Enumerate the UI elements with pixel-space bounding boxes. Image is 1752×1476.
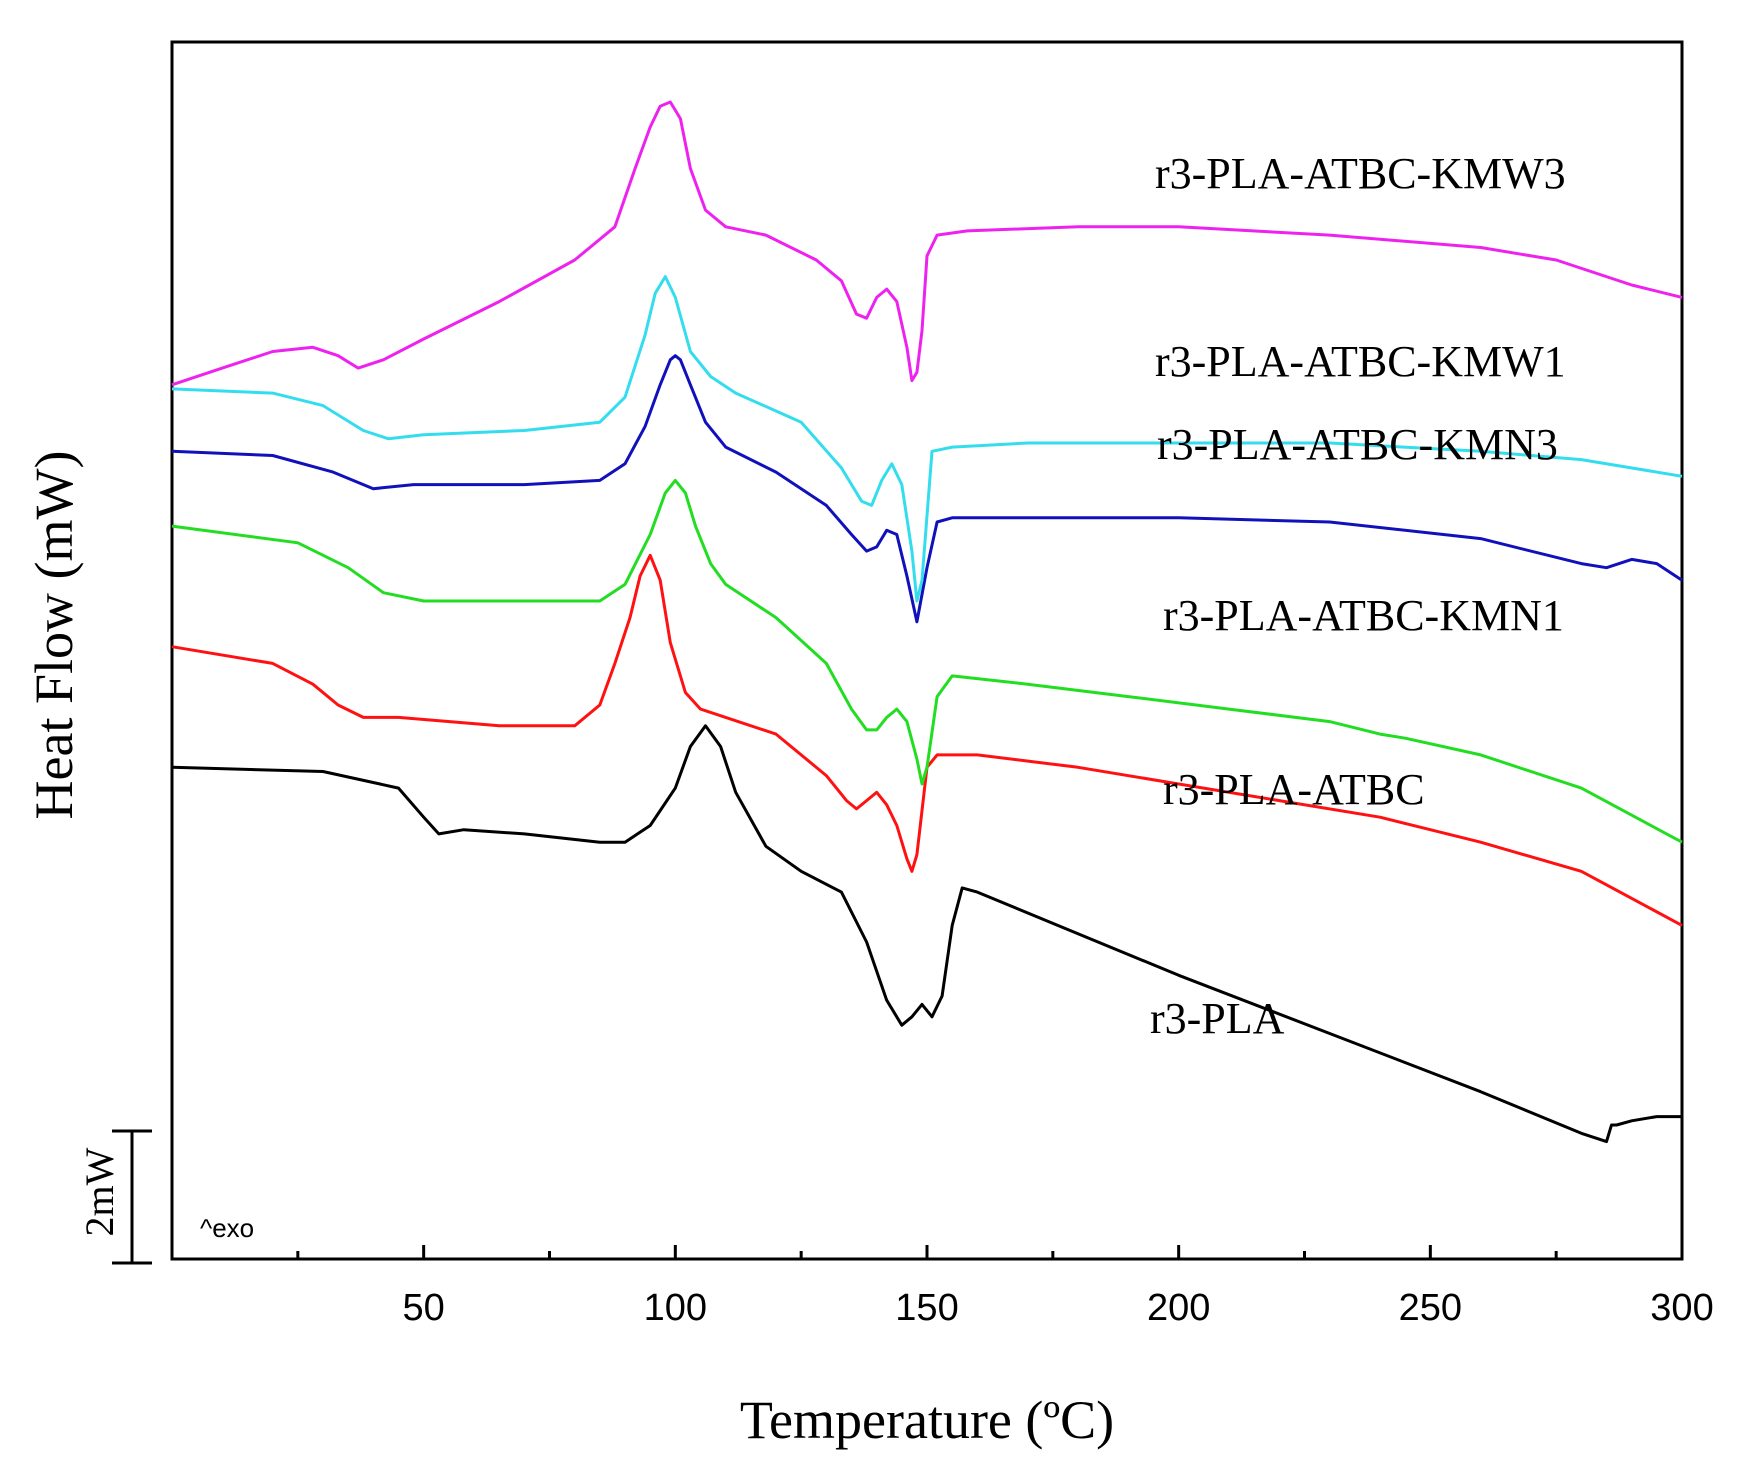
curve-r3-pla-atbc-kmn3 [171, 354, 1683, 624]
curve-label-r3-pla: r3-PLA [1150, 994, 1285, 1043]
curve-r3-pla-atbc-kmw3 [171, 100, 1683, 387]
scale-bar-label: 2mW [77, 1147, 122, 1236]
x-tick-label-200: 200 [1147, 1287, 1210, 1329]
exo-label: ^exo [200, 1213, 254, 1243]
x-tick-label-250: 250 [1399, 1287, 1462, 1329]
plot-frame [170, 40, 1684, 1261]
curve-r3-pla-atbc-kmw1 [171, 275, 1683, 603]
x-tick-label-150: 150 [895, 1287, 958, 1329]
x-tick-label-100: 100 [644, 1287, 707, 1329]
curve-label-r3-pla-atbc-kmw3: r3-PLA-ATBC-KMW3 [1155, 149, 1566, 198]
x-axis-label: Temperature (ºC) [740, 1390, 1114, 1450]
curve-r3-pla-atbc-kmn1 [171, 478, 1683, 844]
x-ticks-group: 50 100 150 200 250 300 [296, 1245, 1714, 1329]
curve-r3-pla-atbc [171, 553, 1683, 927]
x-tick-label-300: 300 [1650, 1287, 1713, 1329]
legend-group: r3-PLA r3-PLA-ATBC r3-PLA-ATBC-KMN1 r3-PLA-… [1150, 149, 1566, 1043]
curve-label-r3-pla-atbc-kmn1: r3-PLA-ATBC-KMN1 [1163, 591, 1564, 640]
curve-label-r3-pla-atbc-kmn3: r3-PLA-ATBC-KMN3 [1157, 420, 1558, 469]
curves-group [171, 100, 1683, 1144]
scale-bar: 2mW [77, 1129, 152, 1265]
y-axis-label: Heat Flow (mW) [24, 451, 84, 820]
x-tick-label-50: 50 [403, 1287, 445, 1329]
curve-label-r3-pla-atbc: r3-PLA-ATBC [1163, 765, 1425, 814]
curve-label-r3-pla-atbc-kmw1: r3-PLA-ATBC-KMW1 [1155, 337, 1566, 386]
curve-r3-pla [171, 724, 1682, 1144]
